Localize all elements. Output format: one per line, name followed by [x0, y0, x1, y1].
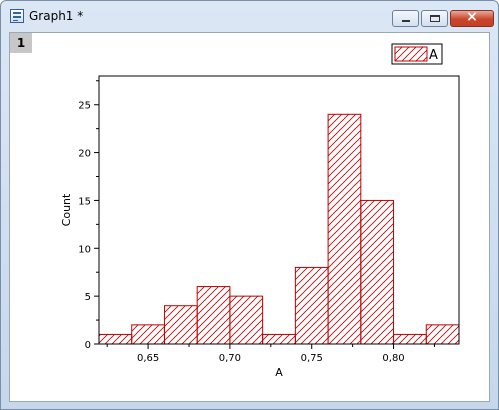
histogram-bar	[131, 324, 165, 345]
y-tick-label: 5	[85, 292, 91, 303]
graph-window-icon[interactable]	[10, 9, 24, 23]
maximize-button[interactable]	[421, 10, 448, 27]
histogram-plot[interactable]: 0 5 10 15 20 25 0,65 0,70 0,75 0,80 Count A A	[10, 33, 489, 401]
axes: 0 5 10 15 20 25 0,65 0,70 0,75 0,80	[78, 75, 460, 364]
y-axis-title: Count	[60, 193, 73, 226]
histogram-bar	[360, 199, 395, 345]
window-title: Graph1 *	[29, 9, 84, 23]
histogram-bar	[196, 286, 231, 345]
histogram-bar	[327, 113, 362, 345]
x-axis-title: A	[275, 366, 283, 379]
x-tick-label: 0,65	[137, 353, 159, 364]
histogram-bar	[163, 305, 198, 345]
histogram-bar	[229, 295, 264, 345]
minimize-icon	[402, 20, 410, 22]
y-tick-label: 20	[78, 149, 91, 160]
graph-page[interactable]: 1 0 5 10 15 20 25 0,65 0,70 0,75 0,80 Count A A	[9, 32, 490, 402]
histogram-bar	[425, 324, 460, 345]
y-tick-label: 0	[85, 340, 91, 351]
maximize-icon	[430, 15, 440, 22]
histogram-bar	[294, 266, 329, 345]
y-tick-label: 15	[78, 196, 91, 207]
legend-label: A	[429, 48, 438, 63]
x-tick-label: 0,80	[382, 353, 404, 364]
y-tick-label: 10	[78, 244, 91, 255]
title-bar[interactable]: Graph1 * ×	[1, 1, 498, 31]
x-tick-label: 0,75	[301, 353, 323, 364]
close-button[interactable]: ×	[450, 9, 494, 27]
y-tick-label: 25	[78, 101, 91, 112]
legend-swatch	[394, 46, 428, 62]
legend[interactable]: A	[391, 43, 443, 65]
layer-tab[interactable]: 1	[10, 33, 32, 53]
minimize-button[interactable]	[392, 10, 419, 27]
histogram-bar	[393, 333, 427, 345]
x-tick-label: 0,70	[219, 353, 241, 364]
close-icon: ×	[466, 9, 478, 25]
plot-frame	[98, 75, 460, 345]
histogram-bars	[98, 113, 460, 345]
histogram-bar	[262, 333, 296, 345]
histogram-bar	[98, 333, 133, 345]
